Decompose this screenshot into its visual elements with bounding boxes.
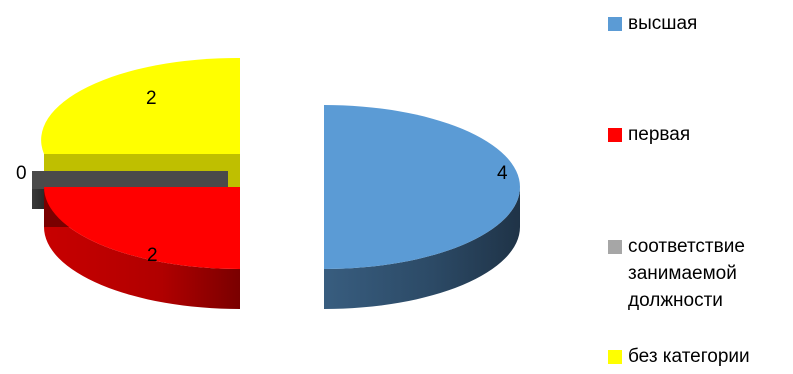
legend-swatch bbox=[608, 350, 622, 364]
legend-item-pervaya: первая bbox=[608, 121, 788, 148]
data-label-0: 4 bbox=[497, 163, 508, 184]
slice-side-0 bbox=[324, 187, 520, 309]
legend-label: первая bbox=[628, 124, 691, 145]
slice-top-0 bbox=[324, 105, 520, 269]
legend: высшая первая соответствие занимаемой до… bbox=[608, 0, 793, 374]
data-label-1: 2 bbox=[147, 245, 158, 266]
legend-swatch bbox=[608, 17, 622, 31]
pie-slice-1 bbox=[44, 187, 240, 309]
slice-top-1 bbox=[44, 187, 240, 269]
pie-slice-0 bbox=[324, 105, 520, 309]
legend-swatch bbox=[608, 128, 622, 142]
pie-slice-2 bbox=[32, 171, 228, 209]
legend-item-sootvetstvie: соответствие занимаемой должности bbox=[608, 233, 788, 314]
data-label-3: 2 bbox=[146, 88, 157, 109]
legend-label: без категории bbox=[628, 346, 750, 367]
data-label-2: 0 bbox=[16, 163, 27, 184]
legend-item-bez-kategorii: без категории bbox=[608, 343, 788, 370]
slice-side-1 bbox=[44, 187, 240, 309]
legend-item-vysshaya: высшая bbox=[608, 10, 788, 37]
zero-slice-side bbox=[32, 189, 44, 209]
slice-top-3 bbox=[41, 57, 241, 154]
zero-slice-top bbox=[32, 171, 228, 189]
legend-label: соответствие занимаемой должности bbox=[628, 236, 745, 311]
legend-label: высшая bbox=[628, 13, 698, 34]
legend-swatch bbox=[608, 240, 622, 254]
pie-slice-3 bbox=[41, 57, 241, 187]
